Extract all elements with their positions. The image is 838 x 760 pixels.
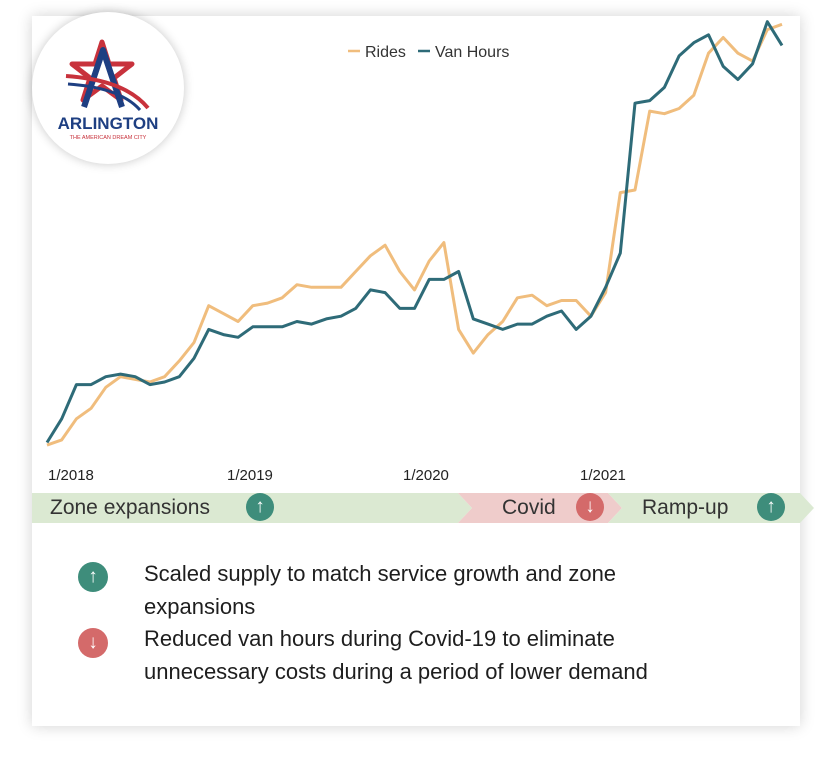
star-logo-icon: ARLINGTON THE AMERICAN DREAM CITY: [58, 39, 159, 141]
up-arrow-icon: ↑: [78, 562, 108, 592]
series-line-rides: [46, 22, 783, 447]
legend: Rides Van Hours: [348, 44, 509, 61]
note-scaled-supply: Scaled supply to match service growth an…: [144, 557, 764, 623]
x-tick-label-2021: 1/2021: [580, 467, 626, 484]
phase-label-covid: Covid: [502, 496, 556, 519]
note-line: unnecessary costs during a period of low…: [144, 659, 648, 684]
note-line: Scaled supply to match service growth an…: [144, 561, 617, 586]
phase-label-ramp-up: Ramp-up: [642, 496, 729, 519]
down-arrow-icon: ↓: [576, 493, 604, 521]
up-arrow-icon: ↑: [246, 493, 274, 521]
x-tick-label-2018: 1/2018: [48, 467, 94, 484]
series-line-van-hours: [45, 20, 784, 444]
series-layer: [45, 20, 784, 447]
arlington-logo: ARLINGTON THE AMERICAN DREAM CITY: [32, 12, 184, 164]
phase-label-zone-expansions: Zone expansions: [50, 496, 210, 519]
x-axis-tick-labels: 1/2018 1/2019 1/2020 1/2021: [48, 467, 626, 484]
legend-label-rides: Rides: [365, 44, 406, 61]
down-arrow-icon: ↓: [78, 628, 108, 658]
note-line: Reduced van hours during Covid-19 to eli…: [144, 626, 615, 651]
note-reduced-van-hours: Reduced van hours during Covid-19 to eli…: [144, 622, 764, 688]
up-arrow-icon: ↑: [757, 493, 785, 521]
note-line: expansions: [144, 594, 256, 619]
x-tick-label-2020: 1/2020: [403, 467, 449, 484]
x-tick-label-2019: 1/2019: [227, 467, 273, 484]
logo-name: ARLINGTON: [58, 114, 159, 133]
logo-tagline: THE AMERICAN DREAM CITY: [70, 135, 147, 141]
legend-label-van-hours: Van Hours: [435, 44, 509, 61]
